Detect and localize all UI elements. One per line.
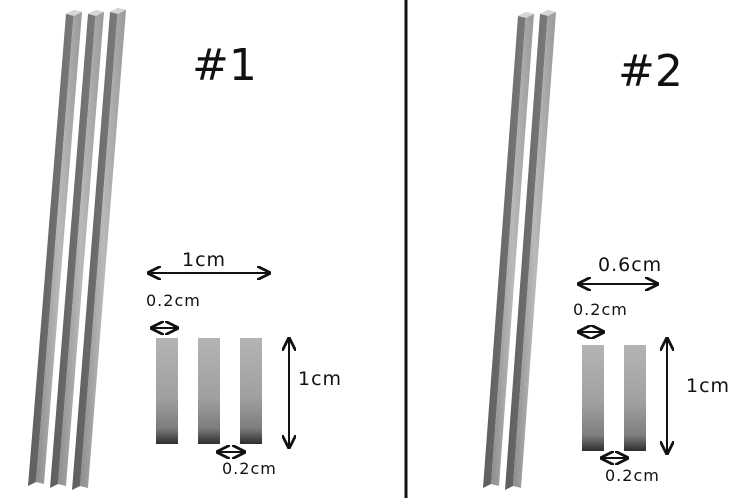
slat-3d bbox=[72, 8, 126, 490]
gap-label: 0.2cm bbox=[222, 459, 277, 478]
slat-3d bbox=[50, 10, 104, 488]
slat-group-3d bbox=[483, 10, 556, 490]
panel-title: #2 bbox=[618, 46, 683, 97]
cross-section-bar bbox=[582, 345, 604, 451]
panel-2: #2 0.6cm 0.2cm 1cm 0.2cm bbox=[483, 10, 730, 490]
bar-width-label: 0.2cm bbox=[146, 291, 201, 310]
cross-section-bar bbox=[156, 338, 178, 444]
gap-label: 0.2cm bbox=[605, 466, 660, 485]
cross-section-bar bbox=[198, 338, 220, 444]
bar-width-label: 0.2cm bbox=[573, 300, 628, 319]
height-label: 1cm bbox=[686, 375, 730, 397]
cross-section-bar bbox=[624, 345, 646, 451]
panel-1: #1 1cm 0.2cm 1cm 0.2cm bbox=[28, 8, 342, 490]
total-width-label: 1cm bbox=[182, 249, 226, 271]
cross-section-bar bbox=[240, 338, 262, 444]
slat-3d bbox=[483, 12, 534, 488]
height-label: 1cm bbox=[298, 368, 342, 390]
slat-group-3d bbox=[28, 8, 126, 490]
slat-3d bbox=[28, 10, 82, 486]
total-width-label: 0.6cm bbox=[598, 254, 662, 276]
panel-title: #1 bbox=[192, 40, 257, 91]
slat-3d bbox=[505, 10, 556, 490]
